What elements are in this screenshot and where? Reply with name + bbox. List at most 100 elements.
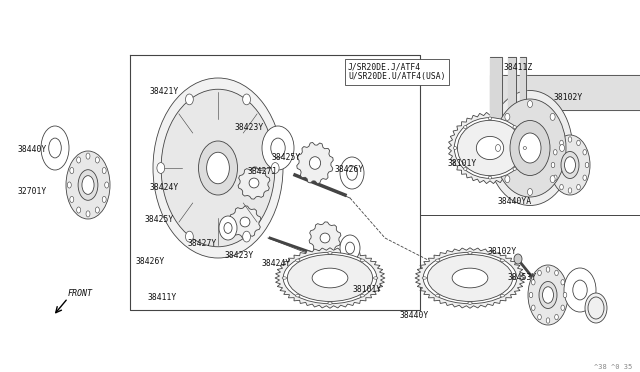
Ellipse shape: [560, 140, 563, 145]
Polygon shape: [415, 248, 525, 308]
Ellipse shape: [452, 268, 488, 288]
Ellipse shape: [505, 113, 510, 121]
Ellipse shape: [66, 151, 110, 219]
Text: 38102Y: 38102Y: [554, 93, 583, 103]
Ellipse shape: [468, 302, 472, 304]
Text: 38440Y: 38440Y: [400, 311, 429, 321]
Text: 38453Y: 38453Y: [508, 273, 537, 282]
Ellipse shape: [531, 305, 535, 311]
Ellipse shape: [488, 117, 492, 120]
Ellipse shape: [374, 277, 378, 279]
Polygon shape: [448, 112, 532, 183]
Text: 38421Y: 38421Y: [150, 87, 179, 96]
Ellipse shape: [513, 277, 518, 279]
Ellipse shape: [564, 268, 596, 312]
Text: 38424Y: 38424Y: [150, 183, 179, 192]
Ellipse shape: [320, 233, 330, 243]
Text: 38424Y: 38424Y: [262, 260, 291, 269]
Ellipse shape: [198, 141, 237, 195]
Ellipse shape: [340, 157, 364, 189]
Ellipse shape: [550, 113, 555, 121]
Text: 38427Y: 38427Y: [188, 240, 217, 248]
Ellipse shape: [102, 167, 106, 174]
Ellipse shape: [505, 176, 510, 183]
Ellipse shape: [436, 259, 440, 262]
Ellipse shape: [583, 150, 586, 155]
Ellipse shape: [513, 167, 516, 170]
Ellipse shape: [550, 176, 555, 183]
Ellipse shape: [550, 135, 590, 195]
Ellipse shape: [514, 254, 522, 264]
Ellipse shape: [488, 90, 573, 205]
Ellipse shape: [564, 157, 575, 173]
Ellipse shape: [186, 94, 193, 105]
Ellipse shape: [568, 137, 572, 142]
Ellipse shape: [458, 120, 522, 176]
Ellipse shape: [543, 287, 554, 303]
Ellipse shape: [585, 162, 589, 168]
Text: 38425Y: 38425Y: [145, 215, 174, 224]
Ellipse shape: [554, 150, 557, 155]
Ellipse shape: [561, 151, 579, 179]
Ellipse shape: [86, 211, 90, 217]
Ellipse shape: [559, 144, 564, 151]
Ellipse shape: [105, 182, 109, 188]
Ellipse shape: [219, 216, 237, 240]
Ellipse shape: [563, 292, 567, 298]
Ellipse shape: [528, 265, 568, 325]
Ellipse shape: [519, 133, 541, 163]
Ellipse shape: [95, 157, 99, 163]
Text: 38440Y: 38440Y: [18, 145, 47, 154]
Text: 38423Y: 38423Y: [225, 251, 254, 260]
Ellipse shape: [546, 267, 550, 272]
Ellipse shape: [312, 268, 348, 288]
Ellipse shape: [77, 157, 81, 163]
Text: 38426Y: 38426Y: [136, 257, 165, 266]
Ellipse shape: [583, 175, 586, 180]
Ellipse shape: [538, 270, 541, 276]
Ellipse shape: [454, 118, 525, 178]
Ellipse shape: [102, 196, 106, 202]
Ellipse shape: [546, 318, 550, 323]
Ellipse shape: [555, 314, 558, 320]
Polygon shape: [275, 248, 385, 308]
Ellipse shape: [70, 167, 74, 174]
Ellipse shape: [468, 252, 472, 254]
Text: 38425Y: 38425Y: [272, 154, 301, 163]
Ellipse shape: [577, 140, 580, 145]
Ellipse shape: [262, 126, 294, 170]
Ellipse shape: [243, 94, 250, 105]
Ellipse shape: [328, 302, 332, 304]
Ellipse shape: [495, 144, 500, 151]
Ellipse shape: [161, 89, 275, 247]
Ellipse shape: [423, 252, 516, 304]
Ellipse shape: [538, 314, 541, 320]
Ellipse shape: [95, 207, 99, 213]
Text: 38423Y: 38423Y: [235, 124, 264, 132]
Ellipse shape: [340, 235, 360, 261]
Ellipse shape: [527, 100, 532, 108]
Text: 38426Y: 38426Y: [335, 166, 364, 174]
Ellipse shape: [422, 277, 426, 279]
Polygon shape: [309, 222, 341, 254]
Ellipse shape: [328, 252, 332, 254]
Ellipse shape: [560, 185, 563, 190]
Ellipse shape: [454, 147, 457, 150]
Ellipse shape: [78, 170, 98, 200]
Ellipse shape: [86, 153, 90, 159]
Text: 38440YA: 38440YA: [498, 198, 532, 206]
Ellipse shape: [531, 279, 535, 285]
Ellipse shape: [41, 126, 69, 170]
Text: 38411Y: 38411Y: [148, 294, 177, 302]
Ellipse shape: [577, 185, 580, 190]
Text: 38101Y: 38101Y: [353, 285, 382, 295]
Text: FRONT: FRONT: [68, 289, 93, 298]
Ellipse shape: [240, 217, 250, 227]
Text: J/SR20DE.J/ATF4
U/SR20DE.U/ATF4(USA): J/SR20DE.J/ATF4 U/SR20DE.U/ATF4(USA): [348, 62, 445, 81]
Ellipse shape: [527, 189, 532, 196]
Ellipse shape: [271, 163, 279, 173]
Ellipse shape: [296, 295, 300, 297]
Ellipse shape: [296, 259, 300, 262]
Ellipse shape: [67, 182, 71, 188]
Ellipse shape: [360, 259, 364, 262]
